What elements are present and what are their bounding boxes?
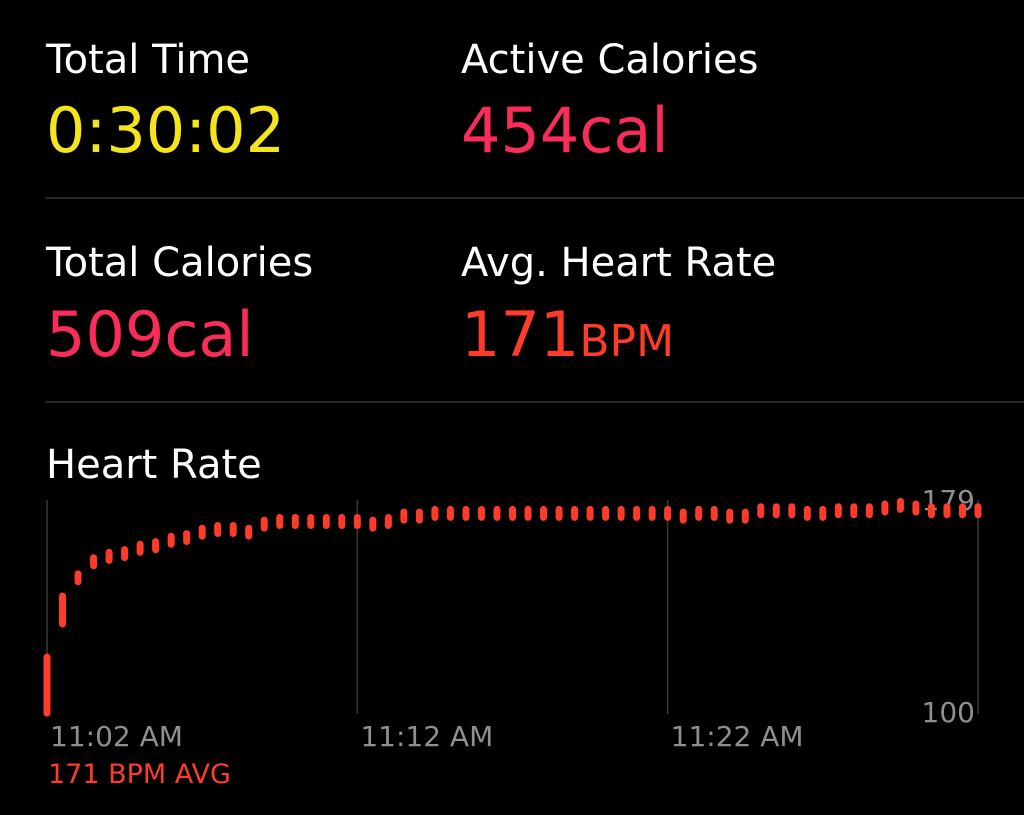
metric-value: 454cal <box>461 94 669 167</box>
metric-value: 171BPM <box>461 298 674 371</box>
metric-label: Total Time <box>45 37 250 83</box>
metric-label: Avg. Heart Rate <box>461 240 776 286</box>
y-tick-label: 100 <box>922 696 975 729</box>
annotation: 171 BPM AVG <box>48 759 231 790</box>
chart-title: Heart Rate <box>46 442 262 488</box>
value: 0:30:02 <box>46 94 285 167</box>
metric-label: Active Calories <box>461 37 758 83</box>
metric-value: 0:30:02 <box>46 94 285 167</box>
value: 509 <box>46 298 164 371</box>
value: 171 <box>461 298 579 371</box>
x-tick-label: 11:02 AM <box>50 720 183 753</box>
metric-value: 509cal <box>46 298 254 371</box>
x-tick-label: 11:12 AM <box>360 720 493 753</box>
x-tick-label: 11:22 AM <box>671 720 804 753</box>
metric-label: Total Calories <box>45 240 313 286</box>
unit: BPM <box>579 316 674 367</box>
unit: cal <box>164 298 253 371</box>
value: 454 <box>461 94 579 167</box>
unit: cal <box>579 94 668 167</box>
